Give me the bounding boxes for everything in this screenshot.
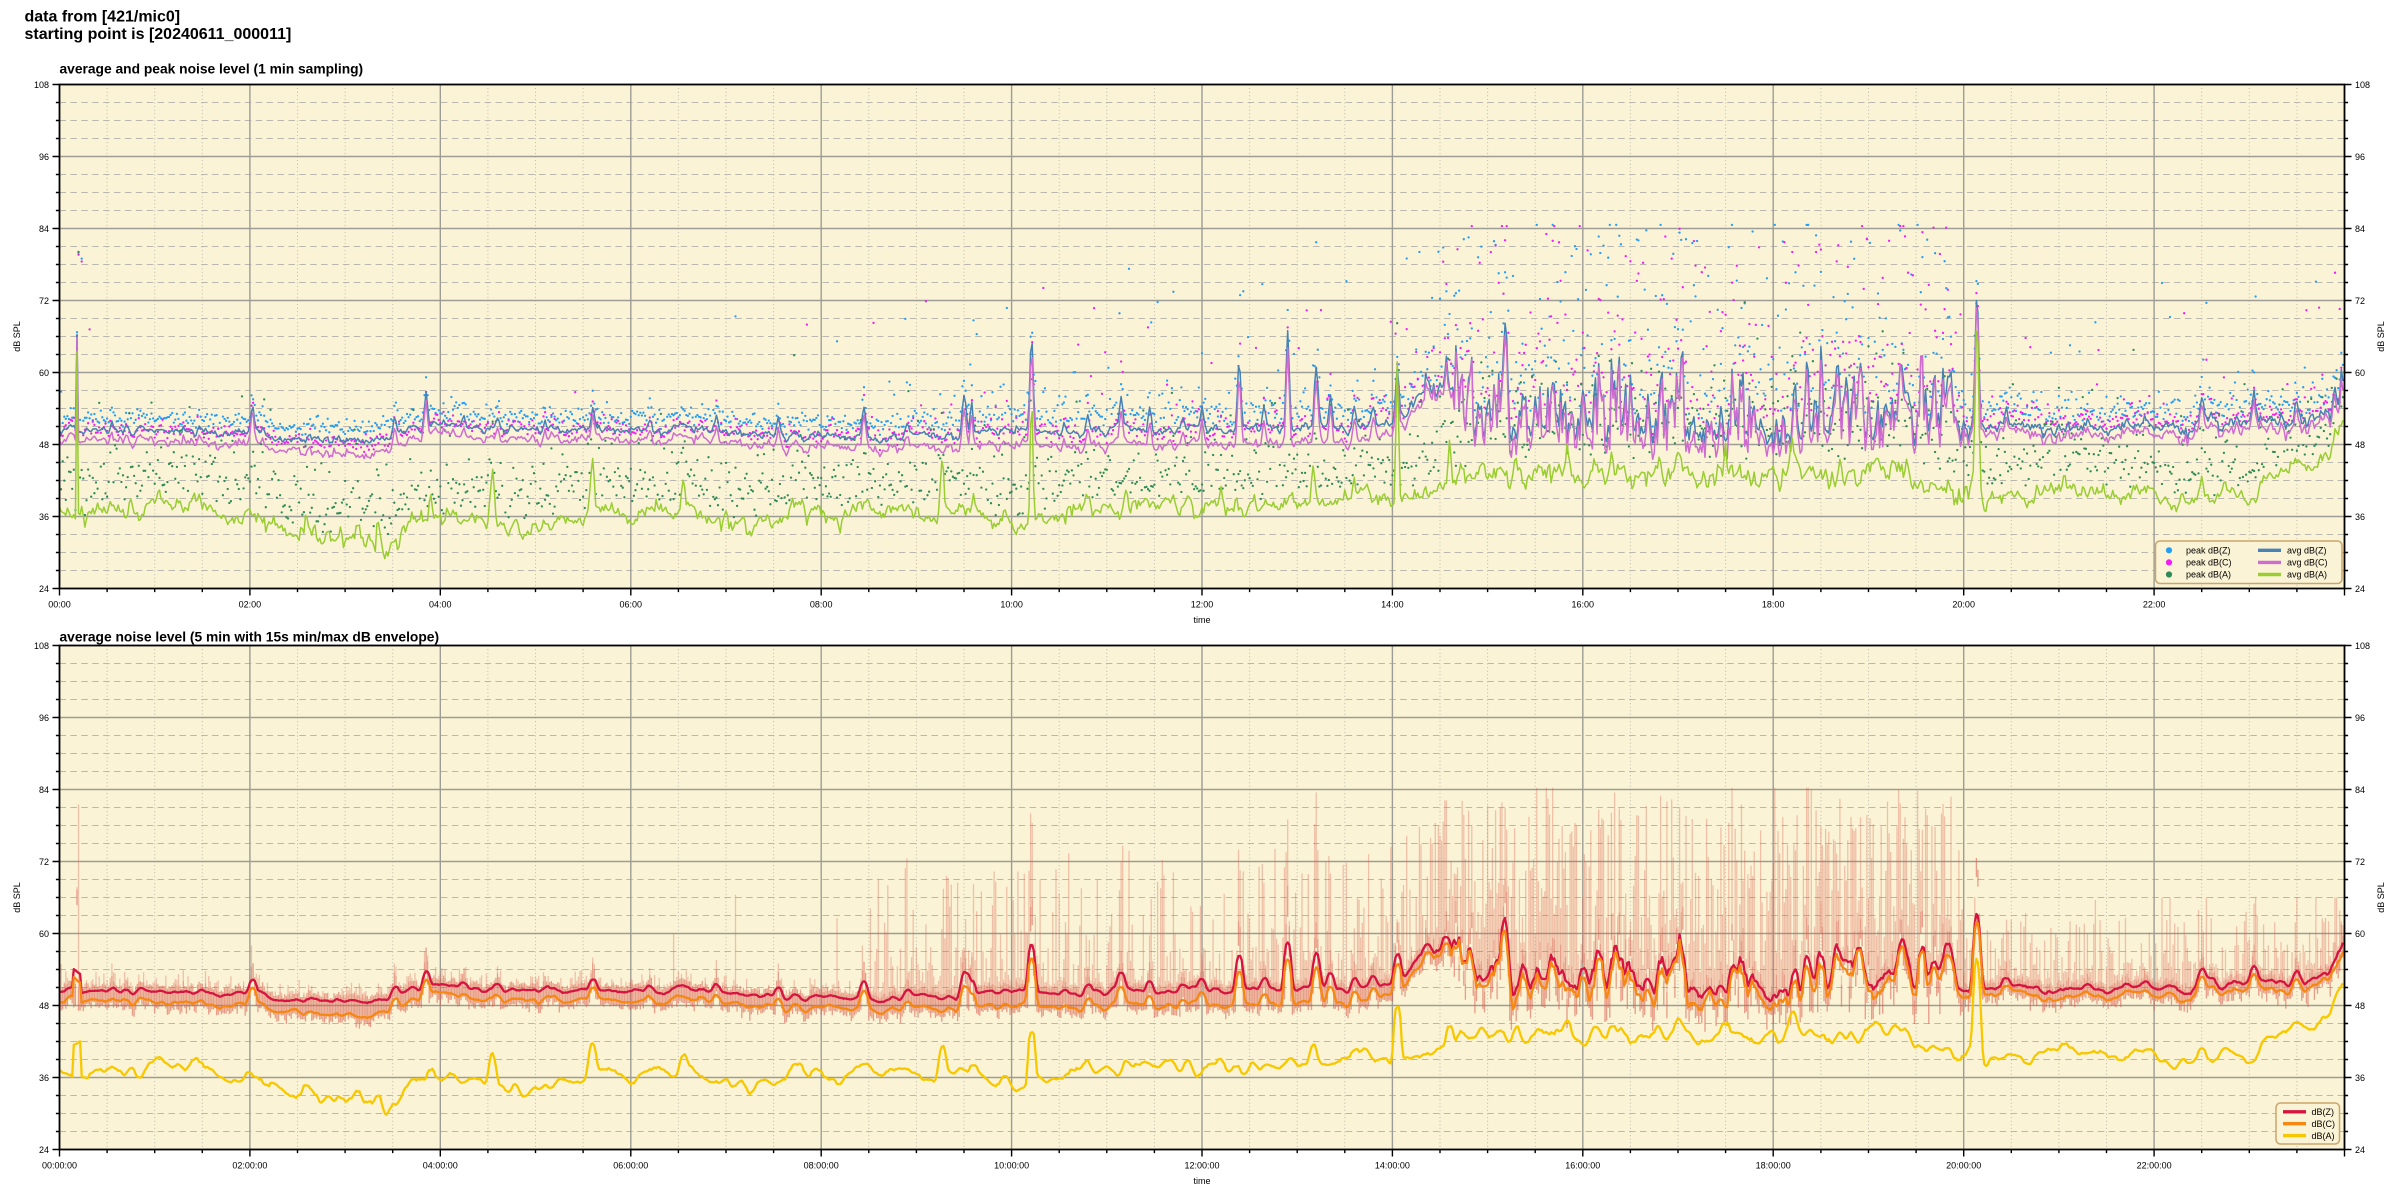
svg-text:36: 36 xyxy=(2355,1073,2365,1083)
svg-text:72: 72 xyxy=(2355,296,2365,306)
svg-text:peak dB(Z): peak dB(Z) xyxy=(2186,546,2231,556)
svg-text:48: 48 xyxy=(39,440,49,450)
svg-text:avg dB(Z): avg dB(Z) xyxy=(2287,546,2327,556)
svg-text:08:00:00: 08:00:00 xyxy=(804,1161,839,1171)
svg-text:22:00:00: 22:00:00 xyxy=(2137,1161,2172,1171)
svg-text:16:00: 16:00 xyxy=(1572,600,1595,610)
svg-text:96: 96 xyxy=(2355,152,2365,162)
svg-text:18:00:00: 18:00:00 xyxy=(1756,1161,1791,1171)
svg-text:average noise level (5 min wit: average noise level (5 min with 15s min/… xyxy=(60,630,440,645)
svg-text:48: 48 xyxy=(2355,1001,2365,1011)
svg-text:time: time xyxy=(1193,615,1210,625)
svg-text:10:00: 10:00 xyxy=(1000,600,1023,610)
svg-text:108: 108 xyxy=(34,641,49,651)
svg-text:16:00:00: 16:00:00 xyxy=(1565,1161,1600,1171)
svg-text:dB SPL: dB SPL xyxy=(2376,321,2386,352)
svg-text:06:00: 06:00 xyxy=(620,600,643,610)
svg-text:peak dB(A): peak dB(A) xyxy=(2186,570,2231,580)
svg-text:60: 60 xyxy=(2355,368,2365,378)
svg-text:dB(A): dB(A) xyxy=(2312,1131,2335,1141)
svg-text:96: 96 xyxy=(39,713,49,723)
svg-text:04:00:00: 04:00:00 xyxy=(423,1161,458,1171)
svg-text:00:00: 00:00 xyxy=(48,600,71,610)
svg-text:06:00:00: 06:00:00 xyxy=(613,1161,648,1171)
svg-text:60: 60 xyxy=(39,929,49,939)
svg-text:20:00:00: 20:00:00 xyxy=(1946,1161,1981,1171)
svg-text:24: 24 xyxy=(2355,1145,2365,1155)
svg-text:36: 36 xyxy=(2355,512,2365,522)
svg-text:24: 24 xyxy=(39,584,49,594)
svg-text:00:00:00: 00:00:00 xyxy=(42,1161,77,1171)
svg-text:dB(C): dB(C) xyxy=(2312,1119,2336,1129)
svg-text:04:00: 04:00 xyxy=(429,600,452,610)
svg-text:data from [421/mic0]: data from [421/mic0] xyxy=(25,9,181,26)
svg-text:108: 108 xyxy=(2355,80,2370,90)
svg-text:48: 48 xyxy=(2355,440,2365,450)
svg-text:24: 24 xyxy=(39,1145,49,1155)
svg-text:84: 84 xyxy=(39,224,49,234)
svg-text:84: 84 xyxy=(2355,224,2365,234)
svg-text:02:00:00: 02:00:00 xyxy=(232,1161,267,1171)
svg-text:dB SPL: dB SPL xyxy=(12,321,22,352)
svg-text:10:00:00: 10:00:00 xyxy=(994,1161,1029,1171)
svg-text:12:00: 12:00 xyxy=(1191,600,1214,610)
svg-text:starting point is [20240611_00: starting point is [20240611_000011] xyxy=(25,26,292,43)
svg-text:96: 96 xyxy=(39,152,49,162)
svg-text:time: time xyxy=(1193,1176,1210,1186)
svg-text:14:00:00: 14:00:00 xyxy=(1375,1161,1410,1171)
svg-text:22:00: 22:00 xyxy=(2143,600,2166,610)
svg-text:08:00: 08:00 xyxy=(810,600,833,610)
svg-text:108: 108 xyxy=(2355,641,2370,651)
svg-text:dB SPL: dB SPL xyxy=(12,882,22,913)
svg-text:60: 60 xyxy=(39,368,49,378)
svg-text:average and peak noise level (: average and peak noise level (1 min samp… xyxy=(60,62,364,77)
svg-text:60: 60 xyxy=(2355,929,2365,939)
svg-text:36: 36 xyxy=(39,512,49,522)
svg-text:72: 72 xyxy=(2355,857,2365,867)
svg-text:peak dB(C): peak dB(C) xyxy=(2186,558,2232,568)
svg-text:dB(Z): dB(Z) xyxy=(2312,1107,2335,1117)
svg-text:avg dB(A): avg dB(A) xyxy=(2287,570,2327,580)
svg-text:dB SPL: dB SPL xyxy=(2376,882,2386,913)
svg-text:12:00:00: 12:00:00 xyxy=(1184,1161,1219,1171)
svg-text:96: 96 xyxy=(2355,713,2365,723)
svg-text:84: 84 xyxy=(39,785,49,795)
svg-text:18:00: 18:00 xyxy=(1762,600,1785,610)
svg-text:72: 72 xyxy=(39,857,49,867)
svg-text:02:00: 02:00 xyxy=(239,600,262,610)
svg-text:72: 72 xyxy=(39,296,49,306)
svg-text:14:00: 14:00 xyxy=(1381,600,1404,610)
svg-text:108: 108 xyxy=(34,80,49,90)
svg-text:48: 48 xyxy=(39,1001,49,1011)
svg-text:36: 36 xyxy=(39,1073,49,1083)
svg-text:84: 84 xyxy=(2355,785,2365,795)
svg-text:20:00: 20:00 xyxy=(1952,600,1975,610)
svg-text:24: 24 xyxy=(2355,584,2365,594)
svg-text:avg dB(C): avg dB(C) xyxy=(2287,558,2328,568)
